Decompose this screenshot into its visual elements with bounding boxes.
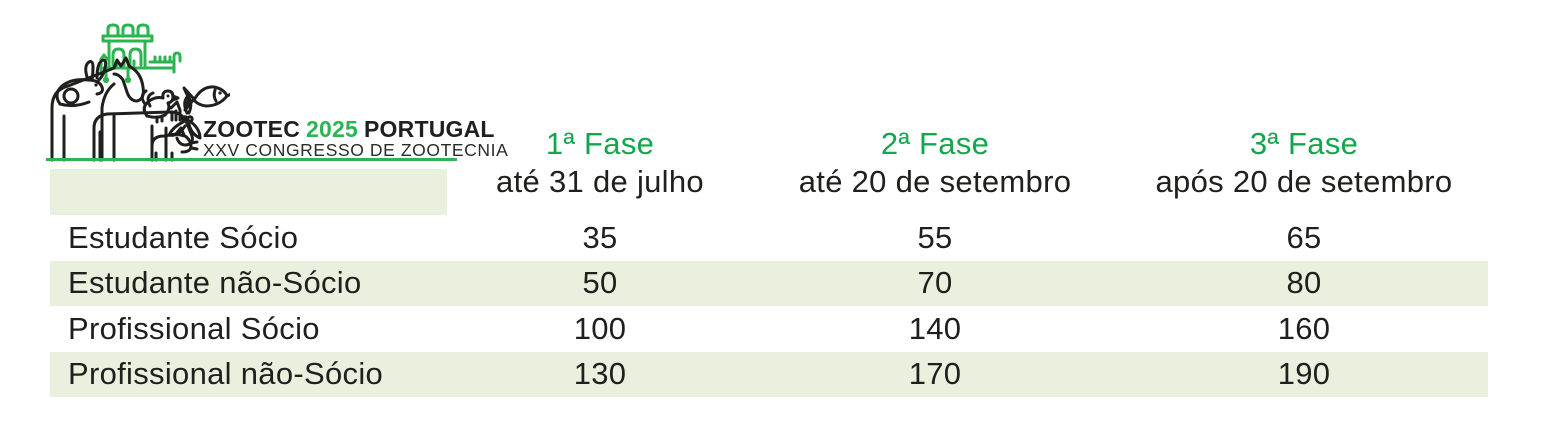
logo-title-word2: PORTUGAL: [364, 116, 495, 142]
header-phase-2: 2ª Fase até 20 de setembro: [750, 122, 1120, 215]
phase-deadline: até 20 de setembro: [798, 164, 1072, 199]
phase-deadline: até 31 de julho: [496, 164, 704, 199]
price-cell: 35: [582, 219, 618, 255]
price-cell: 55: [917, 219, 953, 255]
table-row: Estudante não-Sócio 50 70 80: [50, 260, 1488, 306]
row-label: Estudante Sócio: [68, 219, 299, 255]
row-label: Profissional Sócio: [68, 310, 320, 346]
table-row: Estudante Sócio 35 55 65: [50, 215, 1488, 261]
logo-title-year: 2025: [306, 116, 358, 142]
price-cell: 50: [582, 265, 618, 301]
price-cell: 65: [1286, 219, 1322, 255]
congress-logo-art: [50, 23, 230, 162]
price-cell: 80: [1286, 265, 1322, 301]
price-cell: 140: [908, 310, 962, 346]
logo-ground-rule: [46, 158, 457, 161]
fish-icon: [182, 85, 230, 112]
table-row: Profissional não-Sócio 130 170 190: [50, 351, 1488, 397]
row-label: Profissional não-Sócio: [68, 356, 384, 392]
price-cell: 130: [573, 356, 627, 392]
rabbit-icon: [55, 58, 108, 108]
phase-label: 3ª Fase: [1249, 126, 1359, 161]
header-corner-highlight: [50, 169, 447, 215]
header-phase-3: 3ª Fase após 20 de setembro: [1120, 122, 1488, 215]
price-cell: 190: [1277, 356, 1331, 392]
chicken-icon: [140, 89, 180, 124]
price-cell: 100: [573, 310, 627, 346]
farm-animals-icon: [50, 56, 230, 162]
table-row: Profissional Sócio 100 140 160: [50, 306, 1488, 352]
header-corner-cell: [50, 122, 450, 215]
phase-label: 1ª Fase: [545, 126, 655, 161]
price-cell: 70: [917, 265, 953, 301]
logo-title: ZOOTEC 2025 PORTUGAL: [203, 116, 494, 142]
logo-subtitle: XXV CONGRESSO DE ZOOTECNIA: [203, 140, 509, 160]
phase-deadline: após 20 de setembro: [1155, 164, 1453, 199]
logo-wordmark: ZOOTEC 2025 PORTUGAL XXV CONGRESSO DE ZO…: [203, 116, 509, 160]
pricing-table-body: Estudante Sócio 35 55 65 Estudante não-S…: [50, 215, 1488, 397]
price-cell: 170: [908, 356, 962, 392]
phase-label: 2ª Fase: [880, 126, 990, 161]
logo-title-word1: ZOOTEC: [203, 116, 301, 142]
table-header-row: 1ª Fase até 31 de julho 2ª Fase até 20 d…: [50, 122, 1488, 215]
price-cell: 160: [1277, 310, 1331, 346]
header-phase-1: 1ª Fase até 31 de julho: [450, 122, 750, 215]
row-label: Estudante não-Sócio: [68, 265, 362, 301]
